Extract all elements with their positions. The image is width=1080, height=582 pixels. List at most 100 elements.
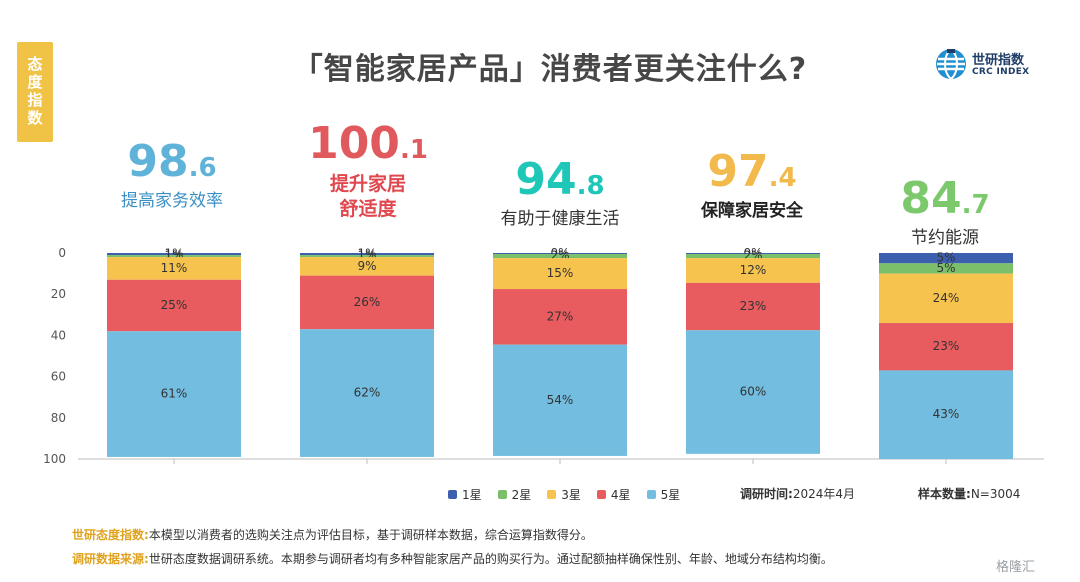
score-block: 100.1 提升家居 舒适度: [268, 122, 468, 221]
legend-swatch: [448, 489, 457, 499]
legend-swatch: [646, 489, 656, 499]
bar-segment: [493, 254, 627, 259]
legend-item: 1星: [448, 486, 482, 503]
bar-segment: [300, 329, 434, 457]
bar-segment: [686, 258, 820, 283]
watermark: 格隆汇: [996, 560, 1036, 575]
legend-item: 3星: [547, 486, 581, 503]
bar-segment: [107, 257, 241, 280]
score-value: 98.6: [72, 140, 272, 184]
chart-legend: 1星 2星 3星 4星 5星: [448, 485, 696, 503]
score-integer: 94: [515, 154, 577, 205]
bar-value-label: 24%: [933, 291, 960, 305]
legend-swatch: [547, 489, 557, 499]
note-index: 世研态度指数:本模型以消费者的选购关注点为评估目标，基于调研样本数据，综合运算指…: [72, 526, 593, 543]
y-tick-label: 60: [51, 370, 66, 384]
score-block: 94.8 有助于健康生活: [460, 158, 660, 230]
bar-segment: [493, 344, 627, 456]
bar-segment: [879, 370, 1013, 459]
bar-segment: [879, 253, 1013, 264]
logo-en-text: CRC INDEX: [972, 67, 1030, 77]
bar-value-label: 60%: [740, 385, 767, 399]
survey-time: 调研时间:2024年4月: [740, 485, 855, 502]
note-source-label: 调研数据来源:: [72, 552, 149, 566]
sample-size: 样本数量:N=3004: [918, 485, 1020, 502]
bar-segment: [300, 275, 434, 330]
bar-value-label: 23%: [740, 299, 767, 313]
side-tag: 态度指数: [17, 42, 53, 142]
legend-label: 4星: [610, 487, 631, 502]
survey-time-value: 2024年4月: [792, 487, 855, 501]
score-integer: 100: [308, 118, 400, 169]
legend-item: 4星: [596, 486, 631, 503]
legend-label: 1星: [462, 487, 482, 502]
bar-value-label: 23%: [933, 339, 960, 353]
note-source: 调研数据来源:世研态度数据调研系统。本期参与调研者均有多种智能家居产品的购买行为…: [72, 550, 833, 567]
score-label-line: 提高家务效率: [121, 191, 223, 211]
score-value: 84.7: [845, 177, 1045, 221]
score-decimal: .4: [768, 163, 797, 193]
score-value: 97.4: [652, 150, 852, 194]
bar-value-label: 43%: [933, 407, 960, 421]
y-tick-label: 100: [43, 452, 66, 466]
bar-segment: [686, 253, 820, 255]
sample-size-label: 样本数量:: [918, 487, 971, 501]
score-value: 100.1: [268, 122, 468, 166]
bar-segment: [686, 282, 820, 331]
note-index-text: 本模型以消费者的选购关注点为评估目标，基于调研样本数据，综合运算指数得分。: [148, 528, 593, 542]
bar-value-label: 12%: [740, 263, 767, 277]
score-integer: 97: [707, 146, 769, 197]
score-block: 97.4 保障家居安全: [652, 150, 852, 222]
bar-segment: [879, 263, 1013, 274]
bar-segment: [107, 279, 241, 332]
bar-segment: [107, 255, 241, 258]
legend-label: 2星: [511, 487, 532, 502]
logo-cn-text: 世研指数: [972, 53, 1025, 68]
legend-swatch: [497, 489, 507, 499]
logo: 世研指数 CRC INDEX: [934, 46, 1054, 86]
bar-segment: [493, 258, 627, 290]
bar-segment: [879, 323, 1013, 371]
y-tick-label: 0: [58, 246, 66, 260]
legend-item: 5星: [646, 486, 681, 503]
score-decimal: .7: [961, 190, 990, 220]
score-label-line: 提升家居: [329, 173, 406, 195]
bar-segment: [300, 255, 434, 258]
bar-segment: [879, 273, 1013, 324]
bar-value-label: 54%: [547, 393, 574, 407]
bar-segment: [107, 331, 241, 457]
bar-value-label: 25%: [161, 298, 188, 312]
page-title: 「智能家居产品」消费者更关注什么?: [292, 52, 808, 87]
bar-value-label: 27%: [547, 309, 574, 323]
score-label: 节约能源: [845, 227, 1045, 249]
survey-time-label: 调研时间:: [740, 487, 793, 501]
score-decimal: .1: [399, 135, 428, 165]
score-decimal: .8: [576, 171, 605, 201]
score-label-line: 节约能源: [911, 228, 979, 248]
y-tick-label: 80: [51, 411, 66, 425]
bar-segment: [107, 253, 241, 256]
score-block: 84.7 节约能源: [845, 177, 1045, 249]
bar-value-label: 9%: [357, 259, 376, 273]
bar-value-label: 11%: [161, 261, 188, 275]
legend-label: 3星: [561, 487, 581, 502]
score-label-line: 舒适度: [339, 197, 397, 220]
bar-segment: [300, 253, 434, 256]
bar-value-label: 5%: [936, 251, 955, 265]
score-integer: 84: [900, 173, 962, 224]
stacked-bar-chart: 0204060801001%1%11%25%61%1%1%9%26%62%0%2…: [43, 246, 1044, 466]
bar-value-label: 5%: [936, 261, 955, 275]
bar-value-label: 15%: [547, 266, 574, 280]
score-label-line: 有助于健康生活: [500, 209, 620, 229]
score-value: 94.8: [460, 158, 660, 202]
globe-logo-icon: [936, 47, 966, 81]
note-index-label: 世研态度指数:: [72, 528, 149, 542]
score-integer: 98: [127, 136, 189, 187]
bar-segment: [493, 289, 627, 345]
bar-segment: [300, 257, 434, 276]
legend-item: 2星: [497, 486, 532, 503]
legend-label: 5星: [660, 487, 681, 502]
bar-segment: [686, 254, 820, 259]
score-decimal: .6: [188, 153, 217, 183]
score-label-line: 保障家居安全: [701, 201, 803, 221]
